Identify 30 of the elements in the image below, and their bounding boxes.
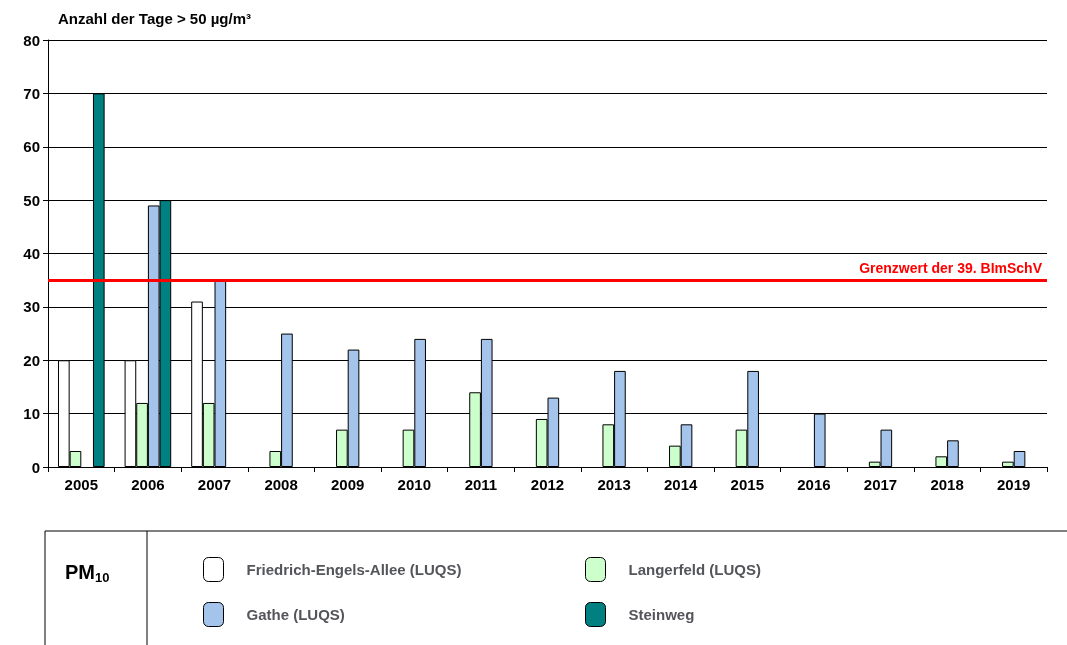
x-tick-label: 2009 xyxy=(331,476,365,493)
y-tick-label: 50 xyxy=(23,191,40,209)
legend-label: Steinweg xyxy=(628,606,695,623)
y-tick-label: 40 xyxy=(23,245,40,262)
x-tick-label: 2017 xyxy=(863,476,898,493)
legend-label: Friedrich-Engels-Allee (LUQS) xyxy=(246,561,462,578)
x-tick-label: 2015 xyxy=(730,476,764,493)
legend-label: Langerfeld (LUQS) xyxy=(628,561,762,578)
y-tick-label: 30 xyxy=(23,298,40,316)
y-tick-label: 70 xyxy=(23,84,40,102)
ref-line-label: Grenzwert der 39. BImSchV xyxy=(859,260,1043,277)
x-tick-label: 2014 xyxy=(664,476,699,493)
legend-label: Gathe (LUQS) xyxy=(246,606,345,623)
y-axis-title: Anzahl der Tage > 50 µg/m³ xyxy=(58,10,251,27)
x-tick-label: 2013 xyxy=(597,476,631,493)
x-tick-label: 2010 xyxy=(397,476,431,493)
y-tick-label: 20 xyxy=(23,351,40,369)
x-tick-label: 2019 xyxy=(997,476,1031,493)
x-tick-label: 2006 xyxy=(131,476,165,493)
y-tick-label: 0 xyxy=(31,458,40,476)
x-tick-label: 2012 xyxy=(530,476,565,493)
x-tick-label: 2011 xyxy=(464,476,498,493)
y-tick-label: 10 xyxy=(23,405,40,423)
y-tick-label: 60 xyxy=(23,138,40,156)
x-tick-label: 2008 xyxy=(264,476,298,493)
x-tick-label: 2005 xyxy=(64,476,98,493)
y-tick-label: 80 xyxy=(23,31,40,49)
x-tick-label: 2018 xyxy=(930,476,964,493)
x-tick-label: 2016 xyxy=(797,476,831,493)
x-tick-label: 2007 xyxy=(197,476,232,493)
